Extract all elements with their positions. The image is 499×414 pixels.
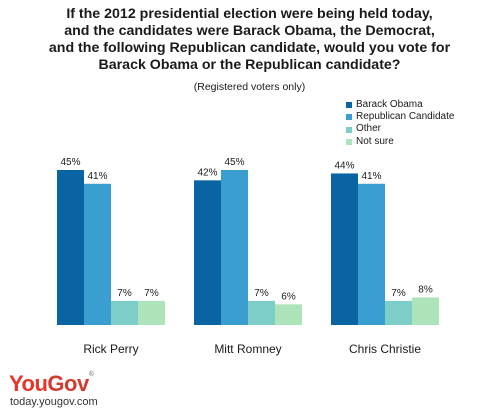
chart-title: If the 2012 presidential election were b… [0,6,499,74]
legend-swatch-republican [346,114,352,121]
legend-swatch-not-sure [346,138,352,145]
title-line-1: If the 2012 presidential election were b… [66,6,433,22]
bar-rick-perry-not-sure [138,300,165,325]
bar-mitt-romney-republican [221,170,248,325]
legend-swatch-obama [346,102,352,109]
title-line-4: Barack Obama or the Republican candidate… [98,57,401,73]
bar-rick-perry-obama [57,170,84,325]
data-label-mitt-romney-other: 7% [254,288,269,299]
data-label-mitt-romney-not-sure: 6% [281,291,296,302]
bar-chris-christie-other [385,300,412,325]
data-label-mitt-romney-obama: 42% [197,167,217,178]
category-label-mitt-romney: Mitt Romney [214,342,281,356]
data-label-chris-christie-obama: 44% [334,160,354,171]
legend-item-other: Other [346,123,454,135]
chart-subtitle: (Registered voters only) [193,81,306,93]
category-label-chris-christie: Chris Christie [349,342,421,356]
bar-rick-perry-other [111,300,138,325]
data-label-rick-perry-obama: 45% [60,157,80,168]
yougov-url: today.yougov.com [10,396,98,408]
data-label-rick-perry-republican: 41% [87,171,107,182]
bar-mitt-romney-obama [194,180,221,325]
legend-label-not-sure: Not sure [356,135,394,147]
legend-label-republican: Republican Candidate [356,111,455,123]
bar-rick-perry-republican [84,183,111,325]
data-label-chris-christie-not-sure: 8% [418,284,433,295]
bar-chris-christie-republican [358,183,385,325]
bar-mitt-romney-not-sure [275,304,302,325]
legend-label-other: Other [356,123,382,135]
data-label-mitt-romney-republican: 45% [224,157,244,168]
legend: Barack Obama Republican Candidate Other … [346,99,454,148]
title-line-3: and the following Republican candidate, … [48,40,451,56]
title-line-2: and the candidates were Barack Obama, th… [64,23,435,39]
bar-chris-christie-obama [331,173,358,325]
data-label-rick-perry-other: 7% [117,288,132,299]
legend-item-not-sure: Not sure [346,136,454,148]
category-label-rick-perry: Rick Perry [83,342,138,356]
bar-chris-christie-not-sure [412,297,439,325]
legend-label-obama: Barack Obama [356,99,423,110]
data-label-chris-christie-republican: 41% [361,171,381,182]
legend-swatch-other [346,126,352,133]
data-label-rick-perry-not-sure: 7% [144,288,159,299]
data-label-chris-christie-other: 7% [391,288,406,299]
legend-item-republican: Republican Candidate [346,111,454,123]
bar-mitt-romney-other [248,300,275,325]
legend-item-obama: Barack Obama [346,99,454,111]
yougov-logo: YouGov® [9,371,94,396]
